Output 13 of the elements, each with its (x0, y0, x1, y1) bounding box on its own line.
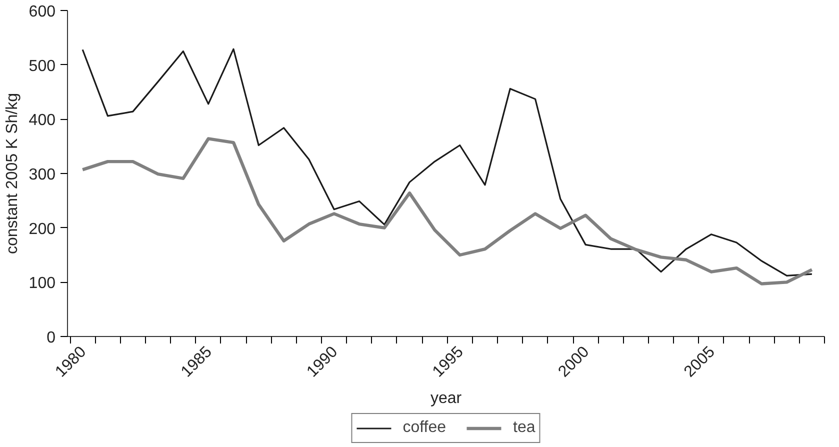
x-axis-title: year (430, 390, 462, 408)
y-tick-label: 0 (46, 330, 56, 346)
y-tick-label: 600 (28, 4, 56, 20)
y-tick-label: 500 (28, 58, 56, 75)
line-series (82, 48, 813, 276)
y-tick-label: 400 (28, 112, 56, 130)
y-tick-label: 300 (28, 166, 56, 184)
y-axis-title: constant 2005 K Sh/kg (4, 93, 21, 254)
legend-label: coffee (402, 418, 446, 436)
y-tick-label: 200 (28, 220, 56, 238)
legend-label: tea (513, 418, 536, 436)
y-tick-label: 100 (28, 275, 56, 292)
line-series (80, 137, 814, 286)
